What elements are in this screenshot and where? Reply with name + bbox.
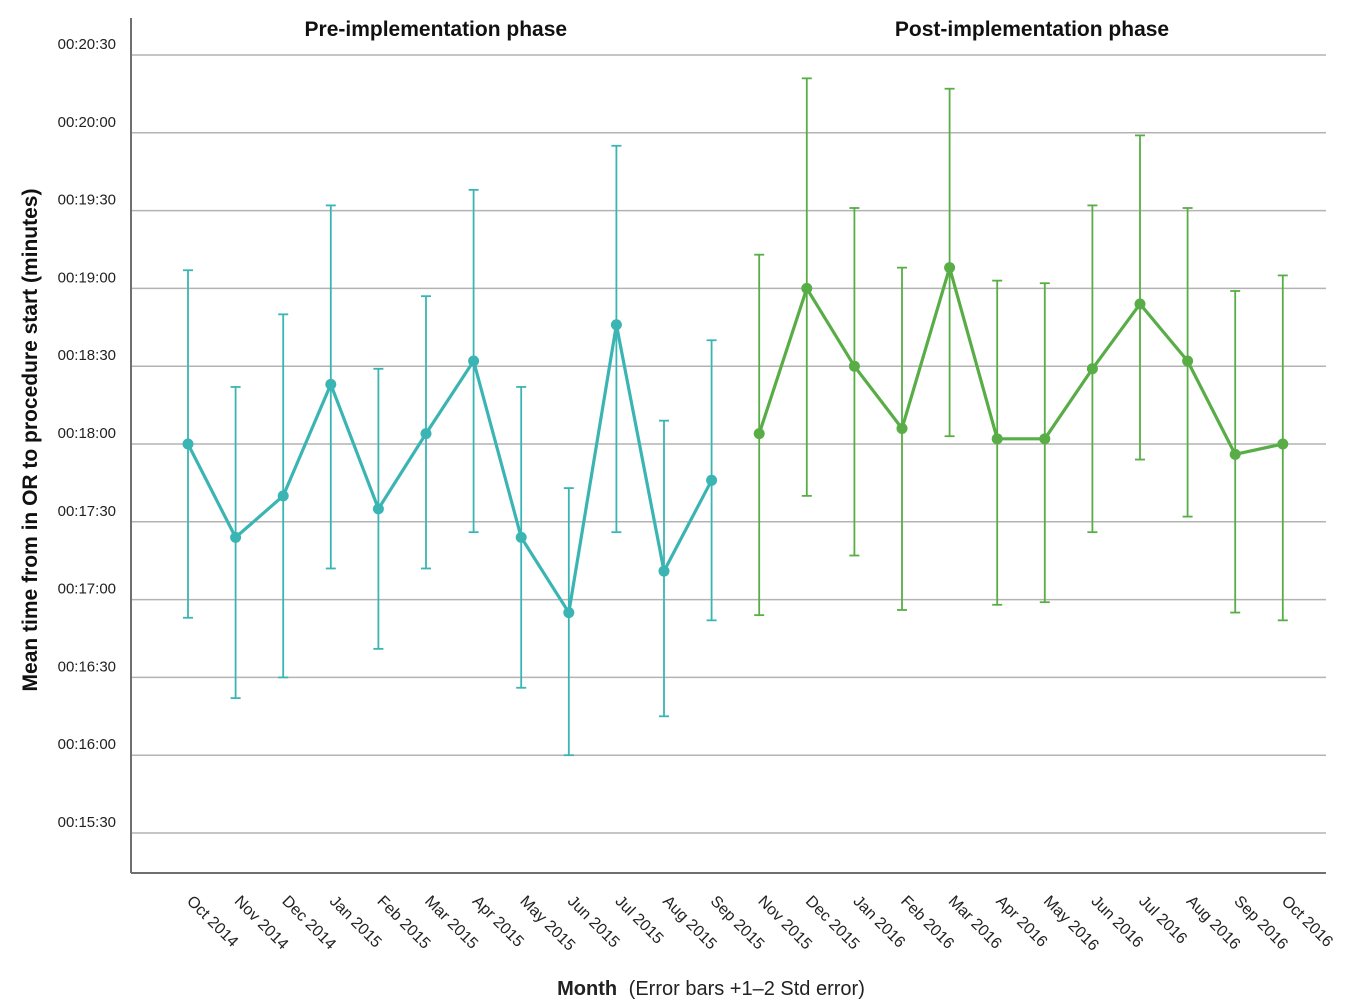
y-axis-label: Mean time from in OR to procedure start … [19,189,42,692]
data-point [1229,448,1241,460]
data-point [372,503,384,515]
data-point [610,319,622,331]
data-point [468,355,480,367]
data-point [706,474,718,486]
y-tick-label: 00:16:00 [58,736,116,753]
y-tick-label: 00:18:30 [58,347,116,364]
data-point [563,607,575,619]
data-point [515,531,527,543]
data-point [420,428,432,440]
data-point [325,378,337,390]
data-point [1182,355,1194,367]
data-point [1086,363,1098,375]
data-point [801,282,813,294]
data-point [1277,438,1289,450]
data-point [991,433,1003,445]
data-point [1134,298,1146,310]
phase-label: Pre-implementation phase [305,18,568,41]
data-point [658,565,670,577]
y-tick-label: 00:19:00 [58,269,116,286]
x-tick-label: Oct 2014 [183,893,241,951]
data-point [753,428,765,440]
y-tick-label: 00:18:00 [58,425,116,442]
data-point [1039,433,1051,445]
phase-labels: Pre-implementation phase Post-implementat… [305,18,1170,41]
data-points [182,262,1289,619]
series-line [186,323,714,615]
x-axis-label: Month [557,978,617,1000]
y-tick-label: 00:17:30 [58,503,116,520]
data-point [896,422,908,434]
error-bars [183,77,1288,757]
data-point [182,438,194,450]
series-line [757,266,1284,456]
series-lines [186,266,1284,615]
data-point [944,262,956,274]
y-tick-label: 00:19:30 [58,192,116,209]
y-tick-label: 00:20:30 [58,36,116,53]
y-tick-label: 00:16:30 [58,658,116,675]
y-tick-label: 00:15:30 [58,814,116,831]
x-axis-note: (Error bars +1–2 Std error) [629,978,865,1000]
data-point [277,490,289,502]
y-tick-labels: 00:15:30 00:16:00 00:16:30 00:17:00 00:17:30… [58,36,116,831]
phase-label: Post-implementation phase [895,18,1169,41]
data-point [848,360,860,372]
gridlines [131,54,1326,834]
y-tick-label: 00:20:00 [58,114,116,131]
x-axis-label-group: Month (Error bars +1–2 Std error) [557,978,865,1000]
data-point [230,531,242,543]
y-tick-label: 00:17:00 [58,581,116,598]
axes [130,18,1326,874]
